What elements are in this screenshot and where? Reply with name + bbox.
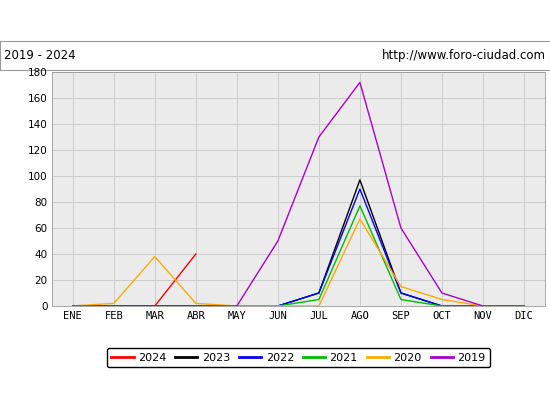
Text: http://www.foro-ciudad.com: http://www.foro-ciudad.com <box>382 49 546 62</box>
Legend: 2024, 2023, 2022, 2021, 2020, 2019: 2024, 2023, 2022, 2021, 2020, 2019 <box>107 348 490 367</box>
Text: 2019 - 2024: 2019 - 2024 <box>4 49 76 62</box>
Text: Evolucion Nº Turistas Extranjeros en el municipio de Navarredondilla: Evolucion Nº Turistas Extranjeros en el … <box>0 14 550 28</box>
